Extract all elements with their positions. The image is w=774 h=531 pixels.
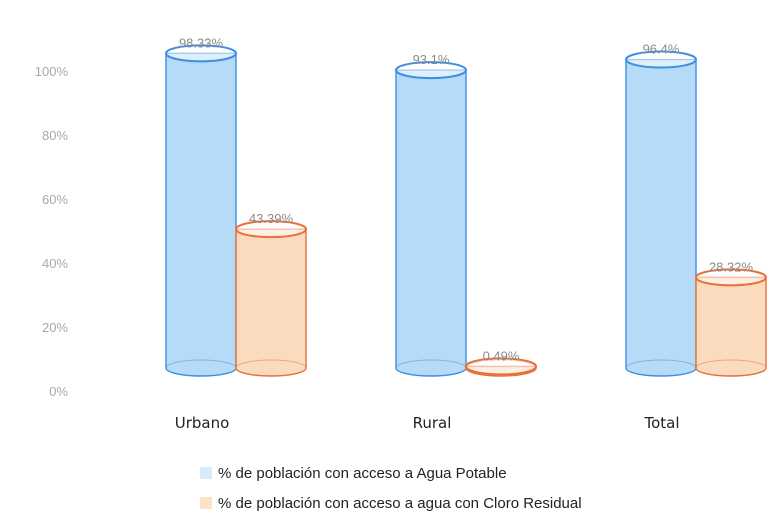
bar-total-series-2: 28.32% — [695, 259, 767, 377]
x-axis: Urbano Rural Total — [175, 414, 680, 432]
legend-item-agua-potable: % de población con acceso a Agua Potable — [200, 458, 720, 488]
bar-top-cap — [235, 220, 307, 239]
data-label: 28.32% — [709, 259, 754, 274]
legend-label-agua-potable: % de población con acceso a Agua Potable — [218, 464, 507, 482]
data-label: 43.39% — [249, 211, 294, 226]
bar-rural-series-1: 93.1% — [395, 52, 467, 377]
bar-base-arc — [235, 359, 307, 369]
data-label: 96.4% — [643, 42, 680, 57]
data-label: 0.49% — [483, 348, 520, 363]
bar-base-arc — [625, 359, 697, 369]
y-tick-label: 0% — [49, 384, 68, 399]
x-category-label: Urbano — [175, 414, 230, 432]
bar-body — [395, 69, 467, 377]
bar-body — [625, 58, 697, 377]
bar-top-cap — [395, 61, 467, 80]
bar-base-arc — [395, 359, 467, 369]
y-tick-label: 40% — [42, 256, 68, 271]
bar-body — [235, 228, 307, 377]
legend-item-cloro-residual: % de población con acceso a agua con Clo… — [200, 488, 720, 518]
legend: % de población con acceso a Agua Potable… — [200, 458, 720, 518]
legend-swatch-cloro-residual — [200, 497, 212, 509]
bar-body — [695, 276, 767, 377]
bar-base-arc — [165, 359, 237, 369]
y-axis: 0% 20% 40% 60% 80% 100% — [35, 64, 69, 399]
bar-top-cap — [165, 44, 237, 63]
bar-rural-series-2: 0.49% — [465, 348, 537, 377]
x-category-label: Rural — [413, 414, 452, 432]
bar-top-cap — [695, 268, 767, 287]
bar-top-cap — [465, 357, 537, 376]
bar-body — [165, 52, 237, 377]
bar-base-arc — [695, 359, 767, 369]
y-tick-label: 100% — [35, 64, 69, 79]
data-label: 98.33% — [179, 35, 224, 50]
y-tick-label: 80% — [42, 128, 68, 143]
y-tick-label: 60% — [42, 192, 68, 207]
bar-urbano-series-1: 98.33% — [165, 35, 237, 377]
data-label: 93.1% — [413, 52, 450, 67]
legend-label-cloro-residual: % de población con acceso a agua con Clo… — [218, 494, 582, 512]
legend-swatch-agua-potable — [200, 467, 212, 479]
bar-top-cap — [625, 50, 697, 69]
bar-urbano-series-2: 43.39% — [235, 211, 307, 377]
bars: 98.33% 93.1% 96.4% 43.39% 0.49% 28.32% — [165, 35, 767, 377]
y-tick-label: 20% — [42, 320, 68, 335]
x-category-label: Total — [643, 414, 679, 432]
bar-total-series-1: 96.4% — [625, 42, 697, 377]
